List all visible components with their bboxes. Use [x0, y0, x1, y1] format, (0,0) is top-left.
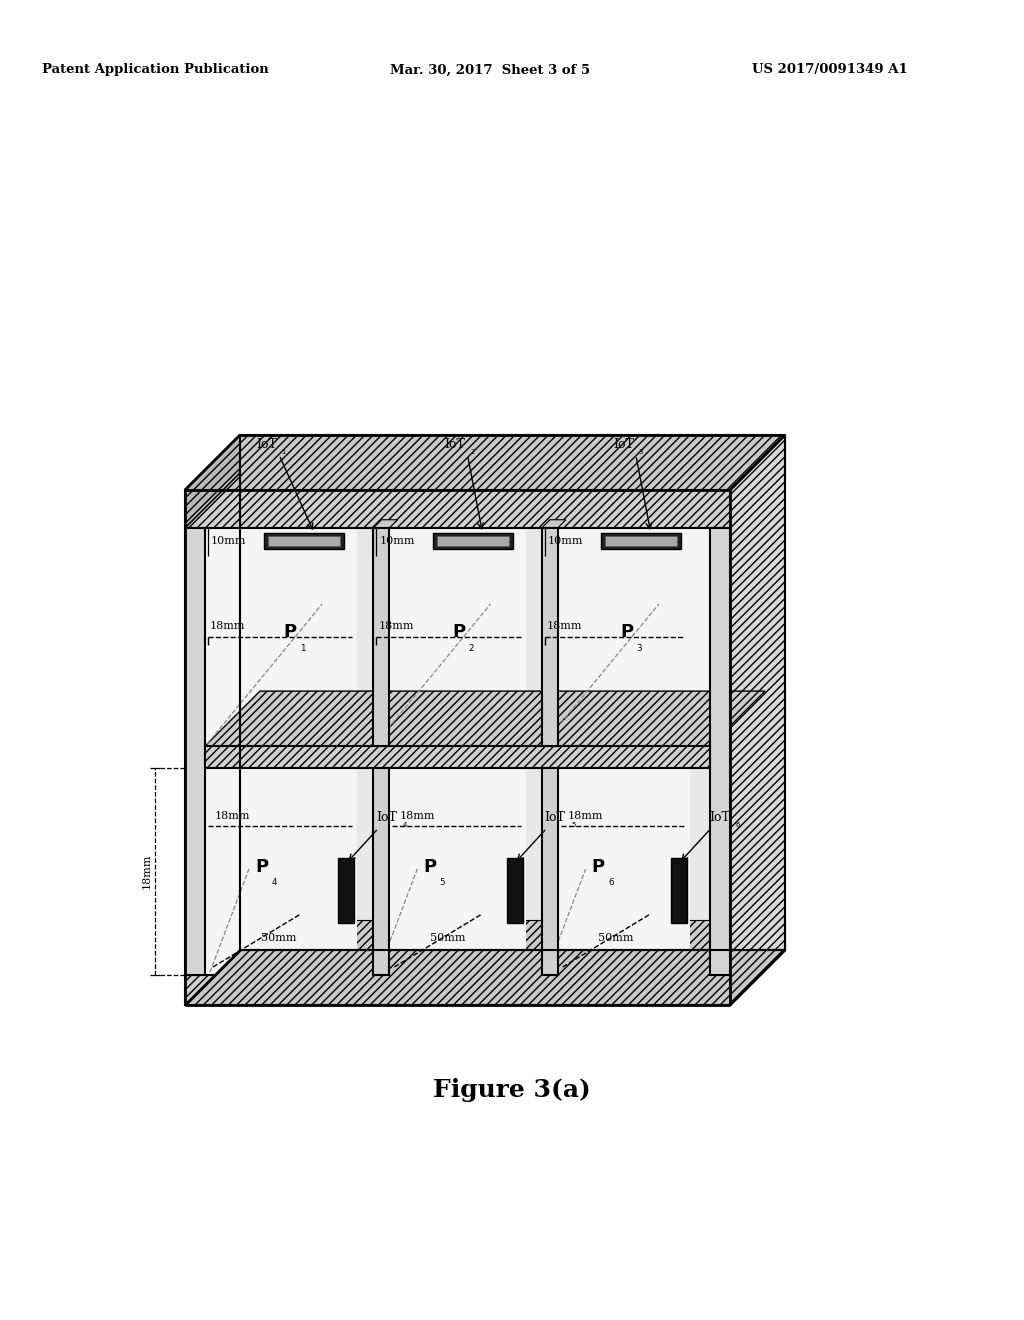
Bar: [601, 533, 681, 549]
Bar: [185, 490, 730, 528]
Text: 18mm: 18mm: [378, 620, 414, 631]
Text: 18mm: 18mm: [547, 620, 583, 631]
Polygon shape: [240, 920, 785, 950]
Text: 18mm: 18mm: [567, 810, 603, 821]
Bar: [185, 975, 730, 1005]
Bar: [205, 768, 357, 975]
Bar: [558, 768, 690, 975]
Bar: [374, 528, 389, 746]
Bar: [542, 528, 558, 746]
Text: $_2$: $_2$: [468, 640, 475, 653]
Text: 10mm: 10mm: [379, 536, 415, 546]
Text: IoT: IoT: [545, 812, 565, 824]
Bar: [205, 746, 710, 768]
Text: 18mm: 18mm: [215, 810, 251, 821]
Bar: [542, 768, 558, 975]
Text: 10mm: 10mm: [211, 536, 247, 546]
Text: $_3$: $_3$: [638, 447, 644, 457]
Bar: [264, 533, 344, 549]
Text: 10mm: 10mm: [548, 536, 583, 546]
Bar: [605, 536, 677, 546]
Text: $_1$: $_1$: [282, 447, 287, 457]
Polygon shape: [240, 436, 785, 473]
Text: $\mathbf{P}$: $\mathbf{P}$: [591, 858, 605, 875]
Bar: [205, 528, 357, 746]
Polygon shape: [185, 436, 785, 490]
Text: 18mm: 18mm: [142, 854, 152, 890]
Text: US 2017/0091349 A1: US 2017/0091349 A1: [752, 63, 908, 77]
Text: $_2$: $_2$: [469, 447, 475, 457]
Text: $_4$: $_4$: [271, 875, 279, 888]
Bar: [185, 528, 205, 975]
Polygon shape: [240, 436, 785, 950]
Bar: [507, 858, 522, 923]
Bar: [671, 858, 687, 923]
Bar: [436, 536, 509, 546]
Text: IoT: IoT: [444, 438, 466, 451]
Text: $_4$: $_4$: [402, 821, 409, 830]
Bar: [389, 768, 525, 975]
Text: $_5$: $_5$: [439, 875, 446, 888]
Bar: [542, 528, 710, 746]
Bar: [710, 528, 730, 975]
Text: IoT: IoT: [256, 438, 278, 451]
Text: 50mm: 50mm: [429, 933, 465, 942]
Polygon shape: [374, 520, 397, 528]
Polygon shape: [730, 436, 785, 1005]
Text: 50mm: 50mm: [598, 933, 634, 942]
Bar: [374, 528, 525, 746]
Polygon shape: [205, 692, 765, 746]
Text: $\mathbf{P}$: $\mathbf{P}$: [284, 623, 298, 642]
Text: $_6$: $_6$: [735, 821, 741, 830]
Polygon shape: [185, 473, 240, 975]
Text: IoT: IoT: [377, 812, 397, 824]
Text: Mar. 30, 2017  Sheet 3 of 5: Mar. 30, 2017 Sheet 3 of 5: [390, 63, 590, 77]
Text: $_5$: $_5$: [570, 821, 577, 830]
Text: $_1$: $_1$: [300, 640, 306, 653]
Text: $_6$: $_6$: [607, 875, 614, 888]
Text: $\mathbf{P}$: $\mathbf{P}$: [452, 623, 466, 642]
Text: Figure 3(a): Figure 3(a): [433, 1078, 591, 1102]
Polygon shape: [542, 520, 566, 528]
Text: $\mathbf{P}$: $\mathbf{P}$: [255, 858, 269, 875]
Text: Patent Application Publication: Patent Application Publication: [42, 63, 268, 77]
Bar: [374, 768, 389, 975]
Bar: [432, 533, 512, 549]
Polygon shape: [185, 950, 785, 1005]
Bar: [268, 536, 340, 546]
Text: $\mathbf{P}$: $\mathbf{P}$: [423, 858, 437, 875]
Text: 50mm: 50mm: [261, 933, 297, 942]
Text: $_3$: $_3$: [636, 640, 643, 653]
Polygon shape: [185, 436, 240, 528]
Text: IoT: IoT: [709, 812, 730, 824]
Polygon shape: [240, 692, 785, 713]
Text: IoT: IoT: [613, 438, 634, 451]
Text: $\mathbf{P}$: $\mathbf{P}$: [620, 623, 634, 642]
Bar: [338, 858, 354, 923]
Text: 18mm: 18mm: [399, 810, 435, 821]
Text: 18mm: 18mm: [210, 620, 246, 631]
